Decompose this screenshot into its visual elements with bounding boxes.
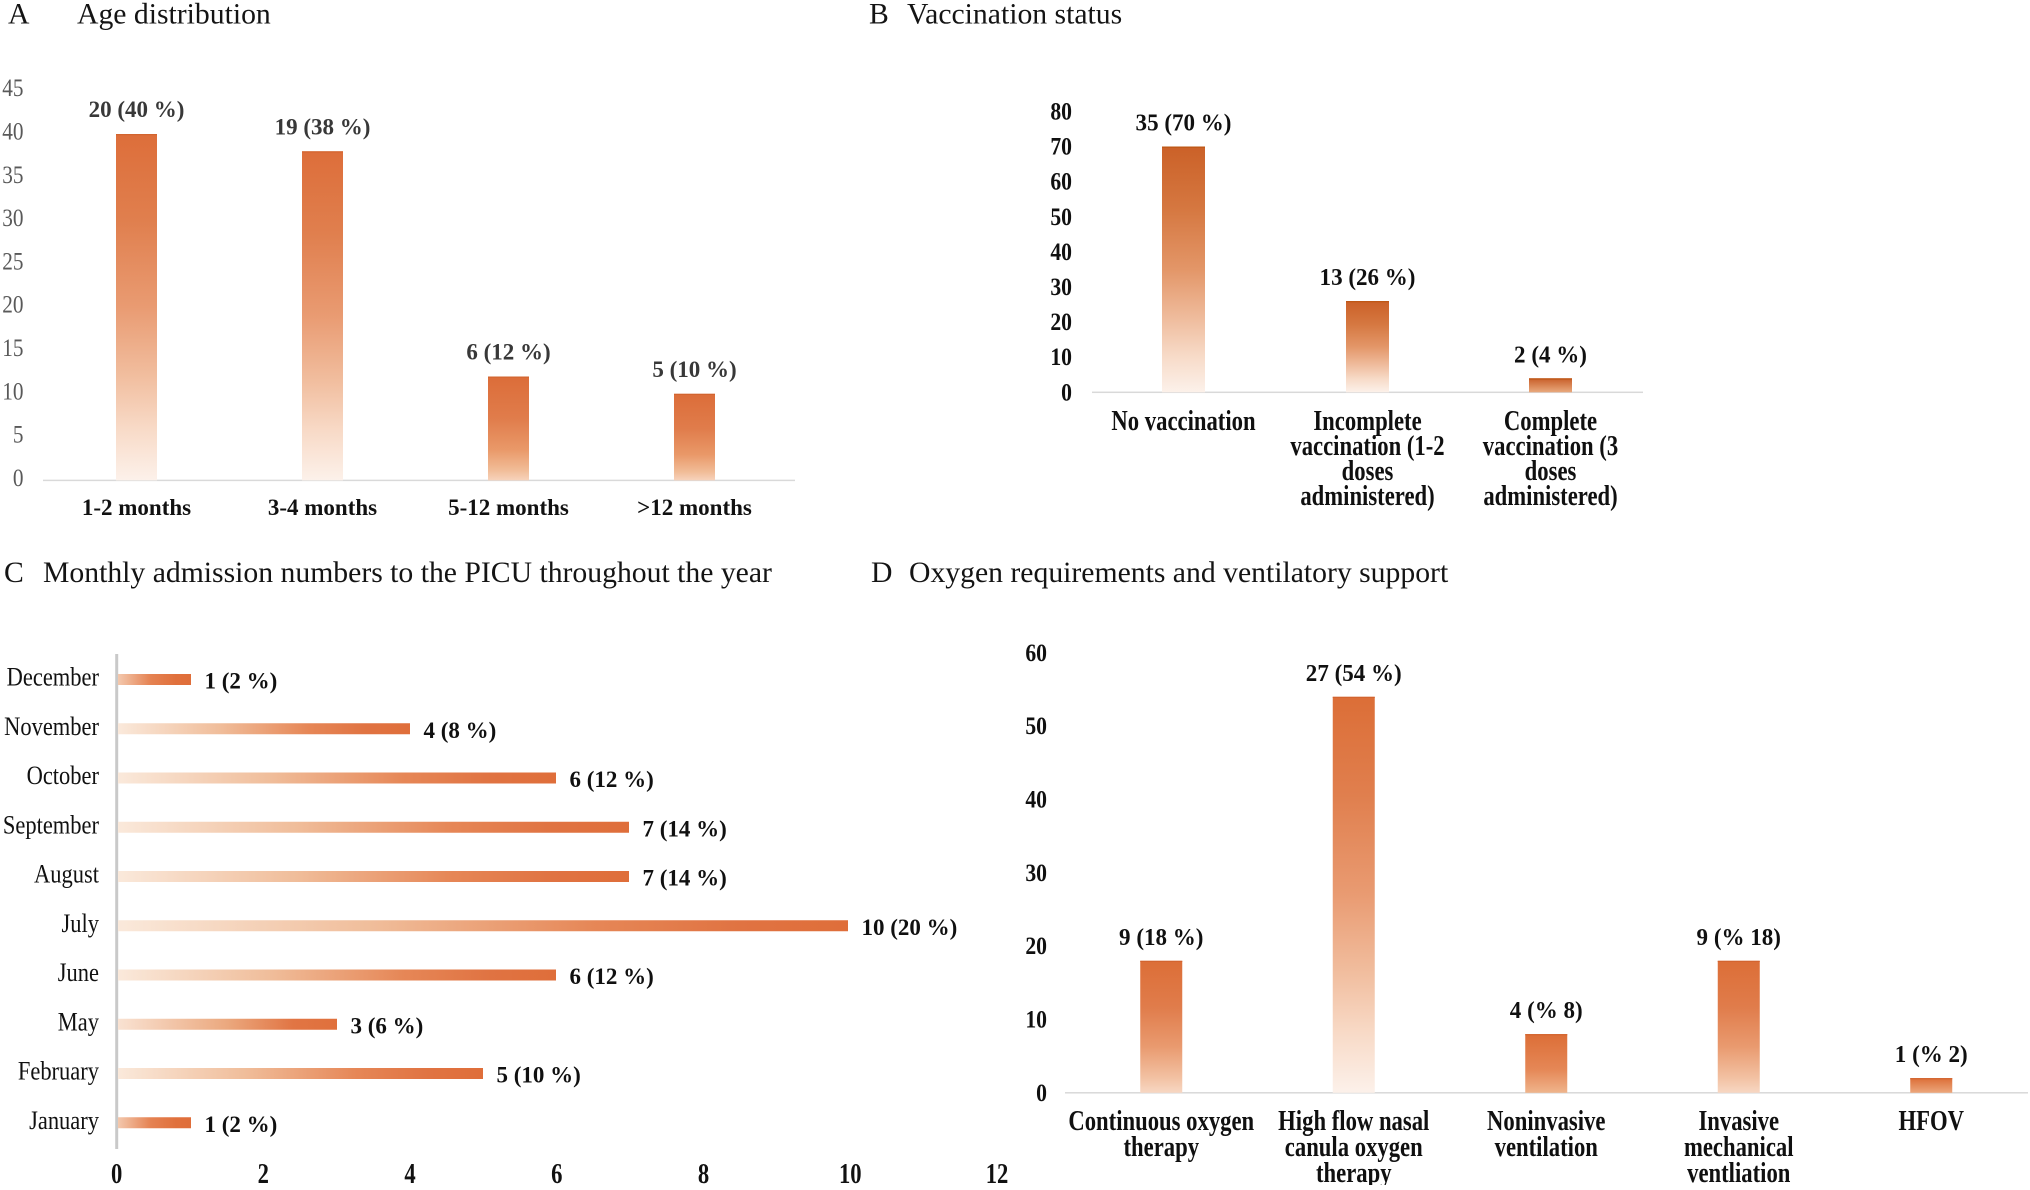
svg-text:Invasive: Invasive <box>1698 1105 1779 1137</box>
svg-text:19 (38 %): 19 (38 %) <box>275 114 371 139</box>
svg-text:vaccination (1-2: vaccination (1-2 <box>1290 430 1444 462</box>
svg-text:6 (12 %): 6 (12 %) <box>570 964 654 989</box>
svg-text:4: 4 <box>404 1157 415 1185</box>
svg-text:ventilation: ventilation <box>1495 1131 1598 1163</box>
svg-text:C: C <box>4 557 24 589</box>
svg-text:30: 30 <box>1050 273 1072 301</box>
svg-text:35 (70 %): 35 (70 %) <box>1136 110 1232 137</box>
svg-text:3 (6 %): 3 (6 %) <box>351 1013 424 1038</box>
svg-text:1-2 months: 1-2 months <box>82 495 191 520</box>
svg-text:4 (% 8): 4 (% 8) <box>1510 998 1583 1025</box>
svg-text:5: 5 <box>13 421 24 449</box>
svg-text:0: 0 <box>1036 1079 1047 1107</box>
svg-text:35: 35 <box>2 161 23 189</box>
svg-text:6 (12 %): 6 (12 %) <box>466 339 550 364</box>
svg-text:0: 0 <box>1061 379 1072 407</box>
svg-text:30: 30 <box>2 205 23 233</box>
svg-text:August: August <box>34 860 99 889</box>
svg-text:20: 20 <box>2 291 23 319</box>
svg-text:7 (14 %): 7 (14 %) <box>643 816 727 841</box>
svg-text:9 (% 18): 9 (% 18) <box>1697 924 1781 951</box>
svg-text:>12 months: >12 months <box>637 495 752 520</box>
svg-text:60: 60 <box>1025 639 1047 667</box>
svg-text:40: 40 <box>2 118 23 146</box>
svg-text:40: 40 <box>1050 238 1072 266</box>
svg-text:doses: doses <box>1342 455 1394 487</box>
svg-text:administered): administered) <box>1300 480 1434 512</box>
svg-text:5 (10 %): 5 (10 %) <box>497 1063 581 1088</box>
svg-text:October: October <box>27 762 99 791</box>
svg-text:June: June <box>58 959 99 988</box>
svg-text:10: 10 <box>839 1157 862 1185</box>
svg-text:7 (14 %): 7 (14 %) <box>643 866 727 891</box>
svg-text:canula oxygen: canula oxygen <box>1285 1131 1423 1163</box>
svg-text:2: 2 <box>258 1157 269 1185</box>
svg-text:5-12 months: 5-12 months <box>448 495 569 520</box>
svg-text:Continuous oxygen: Continuous oxygen <box>1068 1105 1254 1137</box>
svg-text:50: 50 <box>1050 203 1072 231</box>
svg-text:1 (2 %): 1 (2 %) <box>205 1112 278 1137</box>
svg-text:mechanical: mechanical <box>1684 1131 1794 1163</box>
svg-text:Complete: Complete <box>1504 405 1597 437</box>
svg-text:1 (% 2): 1 (% 2) <box>1895 1042 1968 1069</box>
svg-text:8: 8 <box>698 1157 709 1185</box>
svg-text:4 (8 %): 4 (8 %) <box>424 718 497 743</box>
svg-text:D: D <box>871 557 892 589</box>
svg-text:July: July <box>62 909 100 938</box>
svg-text:45: 45 <box>2 75 23 103</box>
svg-text:May: May <box>58 1008 100 1037</box>
svg-text:27 (54 %): 27 (54 %) <box>1306 660 1402 687</box>
svg-text:B: B <box>869 0 889 31</box>
svg-text:A: A <box>8 0 30 31</box>
svg-text:60: 60 <box>1050 168 1072 196</box>
svg-text:20: 20 <box>1025 933 1047 961</box>
svg-text:doses: doses <box>1525 455 1577 487</box>
svg-text:40: 40 <box>1025 786 1047 814</box>
svg-text:20: 20 <box>1050 309 1072 337</box>
svg-text:January: January <box>29 1106 100 1135</box>
svg-text:High flow nasal: High flow nasal <box>1278 1105 1429 1137</box>
svg-text:Age distribution: Age distribution <box>77 0 271 31</box>
svg-text:Vaccination status: Vaccination status <box>907 0 1122 31</box>
svg-text:70: 70 <box>1050 133 1072 161</box>
svg-text:20 (40 %): 20 (40 %) <box>89 97 185 122</box>
svg-text:10: 10 <box>1050 344 1072 372</box>
svg-text:administered): administered) <box>1483 480 1617 512</box>
svg-text:6 (12 %): 6 (12 %) <box>570 767 654 792</box>
svg-text:13 (26 %): 13 (26 %) <box>1320 264 1416 291</box>
svg-text:1 (2 %): 1 (2 %) <box>205 669 278 694</box>
svg-text:0: 0 <box>13 464 24 492</box>
svg-text:10: 10 <box>2 378 23 406</box>
svg-text:15: 15 <box>2 334 23 362</box>
svg-text:Monthly admission numbers to t: Monthly admission numbers to the PICU th… <box>43 557 772 589</box>
svg-text:50: 50 <box>1025 713 1047 741</box>
svg-text:HFOV: HFOV <box>1899 1105 1965 1137</box>
svg-text:therapy: therapy <box>1316 1157 1392 1185</box>
svg-text:25: 25 <box>2 248 23 276</box>
svg-text:September: September <box>3 811 99 840</box>
svg-text:February: February <box>18 1057 100 1086</box>
svg-text:12: 12 <box>986 1157 1009 1185</box>
svg-text:Noninvasive: Noninvasive <box>1487 1105 1605 1137</box>
svg-text:Oxygen requirements and ventil: Oxygen requirements and ventilatory supp… <box>909 557 1449 589</box>
svg-text:9 (18 %): 9 (18 %) <box>1119 924 1203 951</box>
svg-text:6: 6 <box>551 1157 562 1185</box>
svg-text:ventliation: ventliation <box>1687 1157 1790 1185</box>
svg-text:30: 30 <box>1025 859 1047 887</box>
svg-text:December: December <box>7 663 99 692</box>
svg-text:2 (4 %): 2 (4 %) <box>1514 342 1587 369</box>
svg-text:0: 0 <box>111 1157 122 1185</box>
svg-text:vaccination (3: vaccination (3 <box>1483 430 1618 462</box>
svg-text:therapy: therapy <box>1123 1131 1199 1163</box>
svg-text:Incomplete: Incomplete <box>1313 405 1421 437</box>
svg-text:3-4 months: 3-4 months <box>268 495 377 520</box>
svg-text:10: 10 <box>1025 1006 1047 1034</box>
svg-text:80: 80 <box>1050 98 1072 126</box>
svg-text:10 (20 %): 10 (20 %) <box>862 915 958 940</box>
svg-text:5 (10 %): 5 (10 %) <box>652 357 736 382</box>
svg-text:November: November <box>4 712 99 741</box>
svg-text:No vaccination: No vaccination <box>1111 405 1255 437</box>
